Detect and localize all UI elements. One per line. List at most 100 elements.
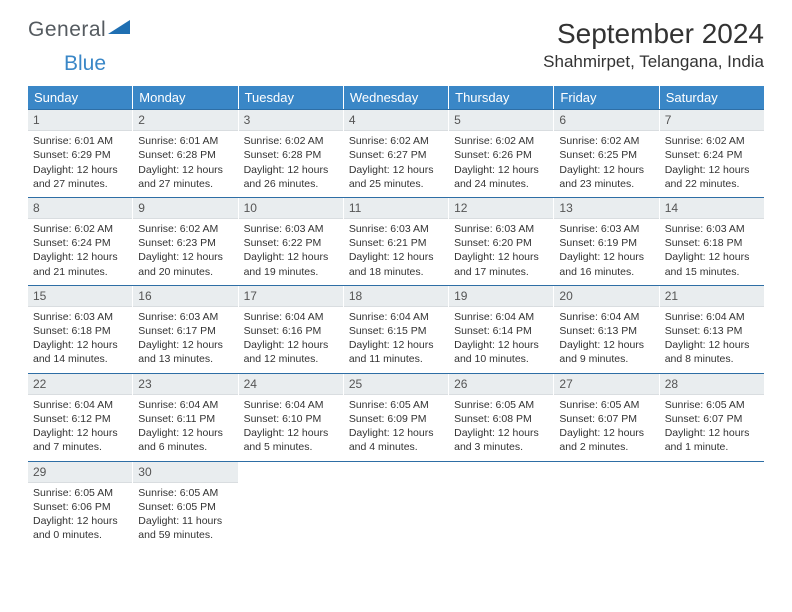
daylight-line1: Daylight: 12 hours: [559, 426, 653, 440]
sunrise-text: Sunrise: 6:03 AM: [454, 222, 548, 236]
day-cell: 24Sunrise: 6:04 AMSunset: 6:10 PMDayligh…: [239, 374, 344, 461]
sunset-text: Sunset: 6:06 PM: [33, 500, 127, 514]
day-body: Sunrise: 6:05 AMSunset: 6:07 PMDaylight:…: [660, 395, 764, 461]
day-cell: 29Sunrise: 6:05 AMSunset: 6:06 PMDayligh…: [28, 462, 133, 549]
day-number: 27: [554, 374, 658, 395]
daylight-line2: and 22 minutes.: [665, 177, 759, 191]
sunset-text: Sunset: 6:19 PM: [559, 236, 653, 250]
day-cell: 5Sunrise: 6:02 AMSunset: 6:26 PMDaylight…: [449, 110, 554, 197]
day-body: Sunrise: 6:04 AMSunset: 6:12 PMDaylight:…: [28, 395, 132, 461]
daylight-line2: and 0 minutes.: [33, 528, 127, 542]
day-number: 13: [554, 198, 658, 219]
day-body: Sunrise: 6:02 AMSunset: 6:27 PMDaylight:…: [344, 131, 448, 197]
day-number: 12: [449, 198, 553, 219]
day-cell: [554, 462, 659, 549]
day-cell: 13Sunrise: 6:03 AMSunset: 6:19 PMDayligh…: [554, 198, 659, 285]
day-body: Sunrise: 6:05 AMSunset: 6:09 PMDaylight:…: [344, 395, 448, 461]
sunset-text: Sunset: 6:22 PM: [244, 236, 338, 250]
sunrise-text: Sunrise: 6:04 AM: [244, 310, 338, 324]
sunset-text: Sunset: 6:17 PM: [138, 324, 232, 338]
day-body: Sunrise: 6:02 AMSunset: 6:28 PMDaylight:…: [239, 131, 343, 197]
day-body: Sunrise: 6:05 AMSunset: 6:08 PMDaylight:…: [449, 395, 553, 461]
sunrise-text: Sunrise: 6:05 AM: [33, 486, 127, 500]
day-number: 20: [554, 286, 658, 307]
sunrise-text: Sunrise: 6:04 AM: [349, 310, 443, 324]
daylight-line2: and 8 minutes.: [665, 352, 759, 366]
dayhead-thursday: Thursday: [449, 86, 554, 109]
sunrise-text: Sunrise: 6:04 AM: [33, 398, 127, 412]
day-cell: 15Sunrise: 6:03 AMSunset: 6:18 PMDayligh…: [28, 286, 133, 373]
daylight-line2: and 15 minutes.: [665, 265, 759, 279]
daylight-line1: Daylight: 12 hours: [349, 338, 443, 352]
daylight-line1: Daylight: 12 hours: [349, 250, 443, 264]
daylight-line2: and 26 minutes.: [244, 177, 338, 191]
daylight-line1: Daylight: 12 hours: [454, 338, 548, 352]
day-cell: 21Sunrise: 6:04 AMSunset: 6:13 PMDayligh…: [660, 286, 764, 373]
day-cell: 1Sunrise: 6:01 AMSunset: 6:29 PMDaylight…: [28, 110, 133, 197]
day-body: Sunrise: 6:03 AMSunset: 6:17 PMDaylight:…: [133, 307, 237, 373]
day-body: Sunrise: 6:01 AMSunset: 6:28 PMDaylight:…: [133, 131, 237, 197]
sunset-text: Sunset: 6:11 PM: [138, 412, 232, 426]
daylight-line1: Daylight: 12 hours: [244, 426, 338, 440]
sunrise-text: Sunrise: 6:05 AM: [454, 398, 548, 412]
daylight-line1: Daylight: 11 hours: [138, 514, 232, 528]
day-body: Sunrise: 6:02 AMSunset: 6:24 PMDaylight:…: [28, 219, 132, 285]
day-number: 2: [133, 110, 237, 131]
daylight-line2: and 59 minutes.: [138, 528, 232, 542]
sunset-text: Sunset: 6:05 PM: [138, 500, 232, 514]
sunrise-text: Sunrise: 6:03 AM: [138, 310, 232, 324]
day-number: 23: [133, 374, 237, 395]
sunset-text: Sunset: 6:21 PM: [349, 236, 443, 250]
day-number: 9: [133, 198, 237, 219]
day-body: Sunrise: 6:05 AMSunset: 6:06 PMDaylight:…: [28, 483, 132, 549]
sunrise-text: Sunrise: 6:04 AM: [665, 310, 759, 324]
day-cell: 7Sunrise: 6:02 AMSunset: 6:24 PMDaylight…: [660, 110, 764, 197]
sunset-text: Sunset: 6:14 PM: [454, 324, 548, 338]
day-body: Sunrise: 6:03 AMSunset: 6:18 PMDaylight:…: [28, 307, 132, 373]
day-cell: 14Sunrise: 6:03 AMSunset: 6:18 PMDayligh…: [660, 198, 764, 285]
day-body: Sunrise: 6:02 AMSunset: 6:25 PMDaylight:…: [554, 131, 658, 197]
day-cell: 11Sunrise: 6:03 AMSunset: 6:21 PMDayligh…: [344, 198, 449, 285]
day-body: Sunrise: 6:04 AMSunset: 6:14 PMDaylight:…: [449, 307, 553, 373]
day-cell: 18Sunrise: 6:04 AMSunset: 6:15 PMDayligh…: [344, 286, 449, 373]
day-number: 10: [239, 198, 343, 219]
day-body: Sunrise: 6:03 AMSunset: 6:22 PMDaylight:…: [239, 219, 343, 285]
dayhead-row: Sunday Monday Tuesday Wednesday Thursday…: [28, 86, 764, 109]
day-body: Sunrise: 6:04 AMSunset: 6:11 PMDaylight:…: [133, 395, 237, 461]
day-cell: 25Sunrise: 6:05 AMSunset: 6:09 PMDayligh…: [344, 374, 449, 461]
sunrise-text: Sunrise: 6:02 AM: [454, 134, 548, 148]
daylight-line2: and 4 minutes.: [349, 440, 443, 454]
sunset-text: Sunset: 6:23 PM: [138, 236, 232, 250]
sunrise-text: Sunrise: 6:02 AM: [33, 222, 127, 236]
day-number: 1: [28, 110, 132, 131]
title-block: September 2024 Shahmirpet, Telangana, In…: [543, 18, 764, 72]
sunrise-text: Sunrise: 6:05 AM: [349, 398, 443, 412]
sunset-text: Sunset: 6:28 PM: [244, 148, 338, 162]
day-body: Sunrise: 6:04 AMSunset: 6:10 PMDaylight:…: [239, 395, 343, 461]
day-number: 22: [28, 374, 132, 395]
day-number: 3: [239, 110, 343, 131]
day-number: 21: [660, 286, 764, 307]
daylight-line2: and 7 minutes.: [33, 440, 127, 454]
dayhead-monday: Monday: [133, 86, 238, 109]
day-cell: 16Sunrise: 6:03 AMSunset: 6:17 PMDayligh…: [133, 286, 238, 373]
daylight-line1: Daylight: 12 hours: [33, 426, 127, 440]
day-number: 14: [660, 198, 764, 219]
sunrise-text: Sunrise: 6:04 AM: [244, 398, 338, 412]
sunrise-text: Sunrise: 6:05 AM: [138, 486, 232, 500]
sunset-text: Sunset: 6:07 PM: [559, 412, 653, 426]
day-cell: 20Sunrise: 6:04 AMSunset: 6:13 PMDayligh…: [554, 286, 659, 373]
sunset-text: Sunset: 6:24 PM: [33, 236, 127, 250]
daylight-line2: and 20 minutes.: [138, 265, 232, 279]
daylight-line1: Daylight: 12 hours: [33, 338, 127, 352]
day-cell: 30Sunrise: 6:05 AMSunset: 6:05 PMDayligh…: [133, 462, 238, 549]
daylight-line1: Daylight: 12 hours: [559, 338, 653, 352]
sunset-text: Sunset: 6:13 PM: [559, 324, 653, 338]
sunset-text: Sunset: 6:28 PM: [138, 148, 232, 162]
day-cell: 10Sunrise: 6:03 AMSunset: 6:22 PMDayligh…: [239, 198, 344, 285]
day-cell: 26Sunrise: 6:05 AMSunset: 6:08 PMDayligh…: [449, 374, 554, 461]
sunrise-text: Sunrise: 6:05 AM: [559, 398, 653, 412]
day-cell: [449, 462, 554, 549]
day-number: 17: [239, 286, 343, 307]
daylight-line2: and 27 minutes.: [138, 177, 232, 191]
